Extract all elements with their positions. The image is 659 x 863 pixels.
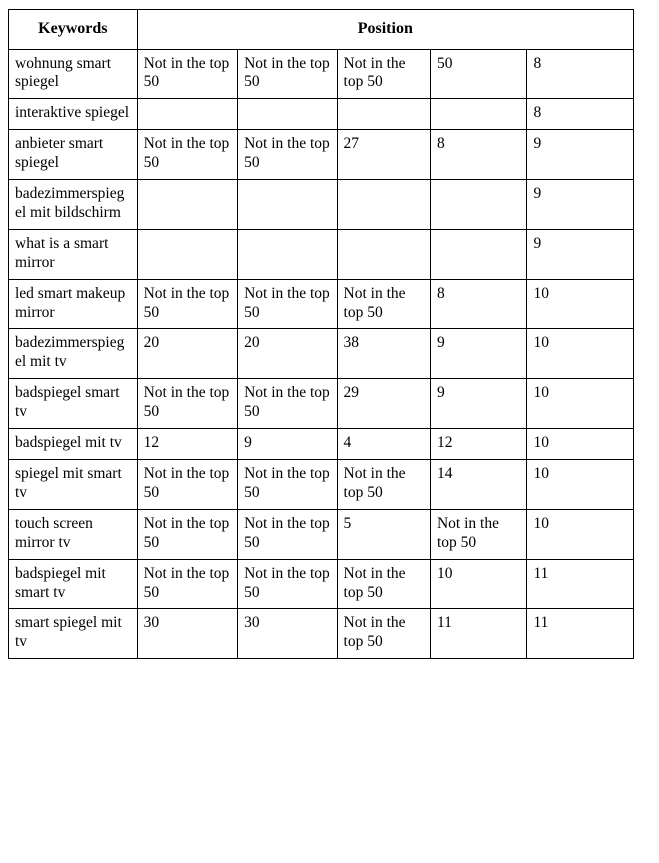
position-cell: Not in the top 50 xyxy=(237,378,338,430)
keyword-cell: led smart makeup mirror xyxy=(8,278,138,330)
keyword-cell: spiegel mit smart tv xyxy=(8,459,138,510)
position-cell: Not in the top 50 xyxy=(136,48,239,100)
position-cell: 20 xyxy=(237,328,338,380)
position-cell: Not in the top 50 xyxy=(136,459,239,510)
position-cell-highlighted: 10 xyxy=(526,508,634,560)
position-cell: Not in the top 50 xyxy=(336,608,431,660)
position-cell xyxy=(237,179,338,230)
position-cell: Not in the top 50 xyxy=(336,278,431,330)
keyword-rankings-table: Keywords Position wohnung smart spiegel N… xyxy=(8,9,635,660)
table-row: spiegel mit smart tv Not in the top 50 Not… xyxy=(8,459,634,510)
position-cell xyxy=(136,98,239,131)
position-cell: Not in the top 50 xyxy=(136,129,239,181)
table-row: badspiegel mit smart tv Not in the top 50… xyxy=(8,558,634,610)
table-row: badezimmerspiegel mit tv 20 20 38 9 10 xyxy=(8,328,634,380)
position-cell: Not in the top 50 xyxy=(136,378,239,430)
column-header-position: Position xyxy=(136,9,635,50)
position-cell: Not in the top 50 xyxy=(336,558,431,610)
position-cell xyxy=(136,179,239,230)
position-cell xyxy=(237,228,338,280)
position-cell: Not in the top 50 xyxy=(136,508,239,560)
table-row: what is a smart mirror 9 xyxy=(8,228,634,280)
position-cell-highlighted: 9 xyxy=(237,428,338,461)
position-cell: 14 xyxy=(429,459,528,510)
position-cell-highlighted: 8 xyxy=(429,129,528,181)
column-header-keywords: Keywords xyxy=(8,9,138,50)
position-cell: 27 xyxy=(336,129,431,181)
position-cell-highlighted: 8 xyxy=(429,278,528,330)
position-cell: Not in the top 50 xyxy=(237,278,338,330)
position-cell xyxy=(429,228,528,280)
keyword-cell: what is a smart mirror xyxy=(8,228,138,280)
keyword-cell: badspiegel mit smart tv xyxy=(8,558,138,610)
position-cell-highlighted: 9 xyxy=(429,328,528,380)
position-cell xyxy=(136,228,239,280)
position-cell-highlighted: 10 xyxy=(526,459,634,510)
keyword-cell: badezimmerspiegel mit tv xyxy=(8,328,138,380)
keyword-cell: wohnung smart spiegel xyxy=(8,48,138,100)
position-cell-highlighted: 10 xyxy=(526,428,634,461)
position-cell: Not in the top 50 xyxy=(237,459,338,510)
table-row: led smart makeup mirror Not in the top 50… xyxy=(8,278,634,330)
position-cell: 12 xyxy=(136,428,239,461)
table-row: interaktive spiegel 8 xyxy=(8,98,634,131)
header-row: Keywords Position xyxy=(8,9,635,50)
keyword-cell: interaktive spiegel xyxy=(8,98,138,131)
table-row: smart spiegel mit tv 30 30 Not in the top 5… xyxy=(8,608,634,660)
position-cell: 20 xyxy=(136,328,239,380)
position-cell: Not in the top 50 xyxy=(136,278,239,330)
position-cell: 50 xyxy=(429,48,528,100)
table-row: touch screen mirror tv Not in the top 50 N… xyxy=(8,508,634,560)
position-cell-highlighted: 8 xyxy=(526,98,634,131)
table-row: badspiegel smart tv Not in the top 50 Not … xyxy=(8,378,634,430)
table-row: badezimmerspiegel mit bildschirm 9 xyxy=(8,179,634,230)
position-cell-highlighted: 4 xyxy=(336,428,431,461)
position-cell: Not in the top 50 xyxy=(237,558,338,610)
position-cell: 11 xyxy=(526,558,634,610)
position-cell: 12 xyxy=(429,428,528,461)
position-cell xyxy=(336,228,431,280)
position-cell: 30 xyxy=(136,608,239,660)
position-cell: 11 xyxy=(429,608,528,660)
position-cell-highlighted: 5 xyxy=(336,508,431,560)
position-cell: Not in the top 50 xyxy=(136,558,239,610)
position-cell xyxy=(429,98,528,131)
position-cell xyxy=(336,98,431,131)
position-cell-highlighted: 8 xyxy=(526,48,634,100)
position-cell xyxy=(336,179,431,230)
table-row: wohnung smart spiegel Not in the top 50 No… xyxy=(8,48,634,100)
table-body: wohnung smart spiegel Not in the top 50 No… xyxy=(8,48,634,660)
position-cell: Not in the top 50 xyxy=(336,459,431,510)
position-cell-highlighted: 10 xyxy=(526,328,634,380)
table-header: Keywords Position xyxy=(8,9,635,50)
keyword-cell: anbieter smart spiegel xyxy=(8,129,138,181)
position-cell-highlighted: 9 xyxy=(429,378,528,430)
position-cell: 29 xyxy=(336,378,431,430)
position-cell: Not in the top 50 xyxy=(429,508,528,560)
position-cell-highlighted: 9 xyxy=(526,228,634,280)
keyword-cell: badezimmerspiegel mit bildschirm xyxy=(8,179,138,230)
position-cell: 11 xyxy=(526,608,634,660)
position-cell-highlighted: 9 xyxy=(526,129,634,181)
position-cell-highlighted: 10 xyxy=(526,278,634,330)
position-cell: 30 xyxy=(237,608,338,660)
position-cell: Not in the top 50 xyxy=(237,129,338,181)
position-cell: 10 xyxy=(429,558,528,610)
table-row: badspiegel mit tv 12 9 4 12 10 xyxy=(8,428,634,461)
keyword-cell: badspiegel mit tv xyxy=(8,428,138,461)
keyword-cell: badspiegel smart tv xyxy=(8,378,138,430)
position-cell xyxy=(429,179,528,230)
table-row: anbieter smart spiegel Not in the top 50 N… xyxy=(8,129,634,181)
position-cell: Not in the top 50 xyxy=(237,48,338,100)
position-cell xyxy=(237,98,338,131)
position-cell: Not in the top 50 xyxy=(237,508,338,560)
keyword-cell: touch screen mirror tv xyxy=(8,508,138,560)
position-cell: Not in the top 50 xyxy=(336,48,431,100)
position-cell-highlighted: 9 xyxy=(526,179,634,230)
keyword-cell: smart spiegel mit tv xyxy=(8,608,138,660)
position-cell-highlighted: 10 xyxy=(526,378,634,430)
position-cell: 38 xyxy=(336,328,431,380)
